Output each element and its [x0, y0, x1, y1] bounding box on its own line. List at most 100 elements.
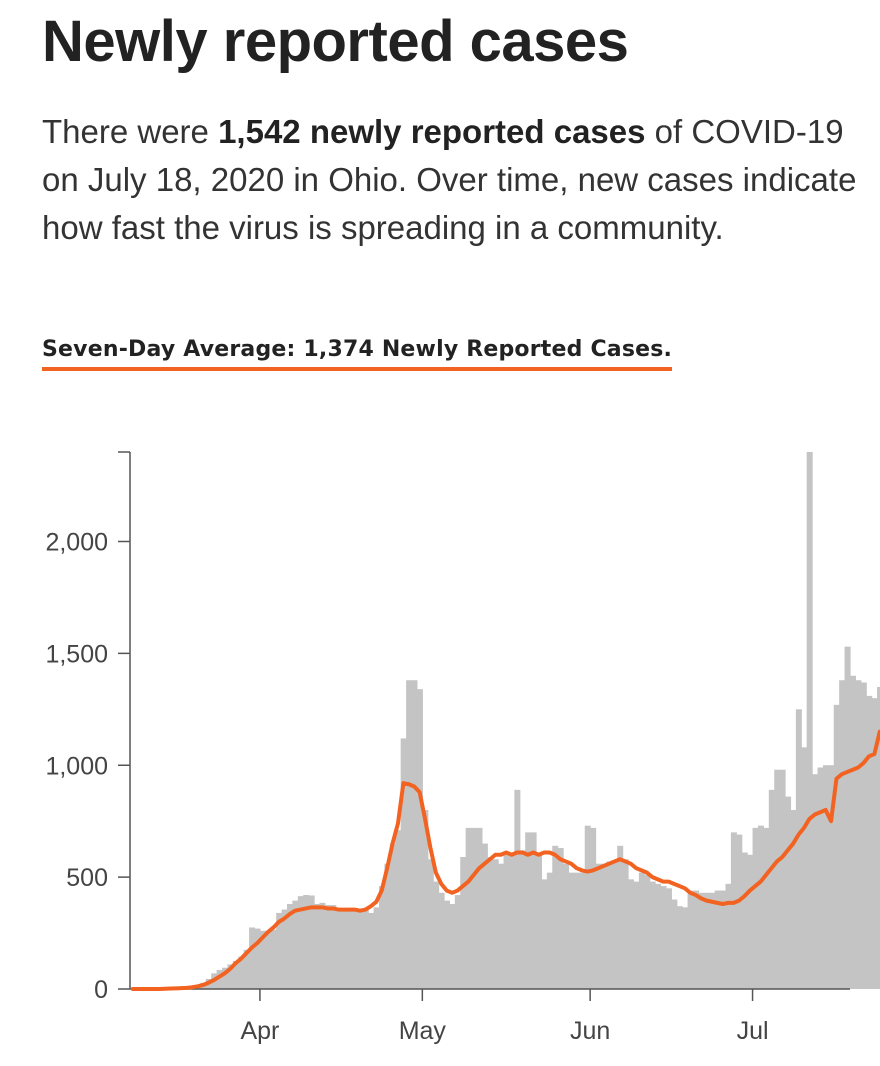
bar — [433, 881, 440, 989]
bar — [541, 879, 548, 989]
bar — [633, 881, 640, 989]
bar — [308, 895, 315, 989]
bar — [600, 863, 607, 989]
bar — [319, 902, 326, 989]
bar — [465, 827, 472, 989]
bar — [498, 863, 505, 989]
bar — [503, 854, 510, 989]
bar — [795, 709, 802, 989]
bar — [427, 859, 434, 989]
bar — [622, 859, 629, 989]
bar — [649, 881, 656, 989]
bar — [411, 680, 418, 989]
bar — [839, 680, 846, 989]
bar — [519, 850, 526, 989]
bar — [877, 686, 880, 989]
bar — [584, 825, 591, 989]
bar — [238, 956, 245, 989]
bar — [292, 900, 299, 989]
bar — [487, 856, 494, 989]
bar — [638, 872, 645, 989]
bar — [281, 909, 288, 989]
x-tick-label: Jun — [570, 1017, 610, 1045]
bar — [752, 827, 759, 989]
bar — [314, 903, 321, 989]
bar — [249, 927, 256, 989]
bar — [779, 769, 786, 989]
bar — [806, 452, 813, 989]
summary-text: There were 1,542 newly reported cases of… — [42, 108, 862, 252]
bar — [687, 890, 694, 989]
bar — [828, 765, 835, 989]
line-layer — [130, 729, 880, 991]
bar — [454, 895, 461, 989]
bar — [492, 859, 499, 989]
bar — [276, 912, 283, 989]
bar — [438, 892, 445, 989]
bar — [628, 879, 635, 989]
cases-chart: 0 500 1,000 1,500 2,000 Apr May Jun Jul — [45, 451, 880, 1045]
bar — [785, 796, 792, 989]
bar — [530, 832, 537, 990]
bar — [833, 704, 840, 989]
bar — [617, 845, 624, 989]
bar — [671, 899, 678, 989]
bar — [362, 909, 369, 989]
bar — [297, 896, 304, 989]
bar — [422, 810, 429, 989]
bar — [368, 912, 375, 989]
bar — [259, 930, 266, 989]
bar — [406, 680, 413, 989]
bar — [660, 886, 667, 989]
bar — [536, 854, 543, 989]
bar — [703, 892, 710, 989]
bar — [222, 967, 229, 989]
bar — [335, 908, 342, 989]
bar — [341, 909, 348, 989]
bar — [855, 680, 862, 989]
y-tick-label: 1,000 — [45, 752, 108, 780]
bar — [351, 908, 358, 989]
x-tick-label: Jul — [737, 1017, 769, 1045]
bar — [747, 854, 754, 989]
bar — [736, 834, 743, 989]
page-title: Newly reported cases — [42, 9, 629, 74]
bar — [508, 854, 515, 989]
bar — [265, 930, 272, 989]
axis-layer: 0 500 1,000 1,500 2,000 Apr May Jun Jul — [45, 451, 850, 1045]
bar — [557, 848, 564, 989]
bar — [595, 863, 602, 989]
y-tick-label: 0 — [94, 976, 108, 1004]
bar — [812, 774, 819, 989]
bar — [714, 890, 721, 989]
bar — [373, 907, 380, 989]
bar — [822, 765, 829, 989]
bar — [357, 909, 364, 989]
bar — [232, 961, 239, 989]
bar — [768, 789, 775, 989]
bar — [611, 861, 618, 989]
bar — [481, 843, 488, 989]
bar — [590, 827, 597, 989]
bar — [655, 883, 662, 989]
bar — [460, 856, 467, 989]
bar — [568, 872, 575, 989]
bar — [698, 892, 705, 989]
bar — [330, 905, 337, 989]
bar — [730, 832, 737, 990]
bar — [850, 675, 857, 989]
bar — [471, 827, 478, 989]
bars-layer — [157, 452, 880, 990]
summary-pre: There were — [42, 113, 219, 150]
bar — [552, 845, 559, 989]
bar — [817, 767, 824, 989]
y-tick-label: 500 — [66, 864, 108, 892]
bar — [790, 810, 797, 989]
bar — [741, 852, 748, 989]
bar — [725, 883, 732, 989]
bar — [346, 908, 353, 989]
bar — [682, 907, 689, 989]
summary-highlight: 1,542 newly reported cases — [218, 113, 646, 150]
summary-post: of COVID-19 on July 18, 2020 in Ohio. Ov… — [42, 113, 857, 246]
bar — [579, 872, 586, 989]
